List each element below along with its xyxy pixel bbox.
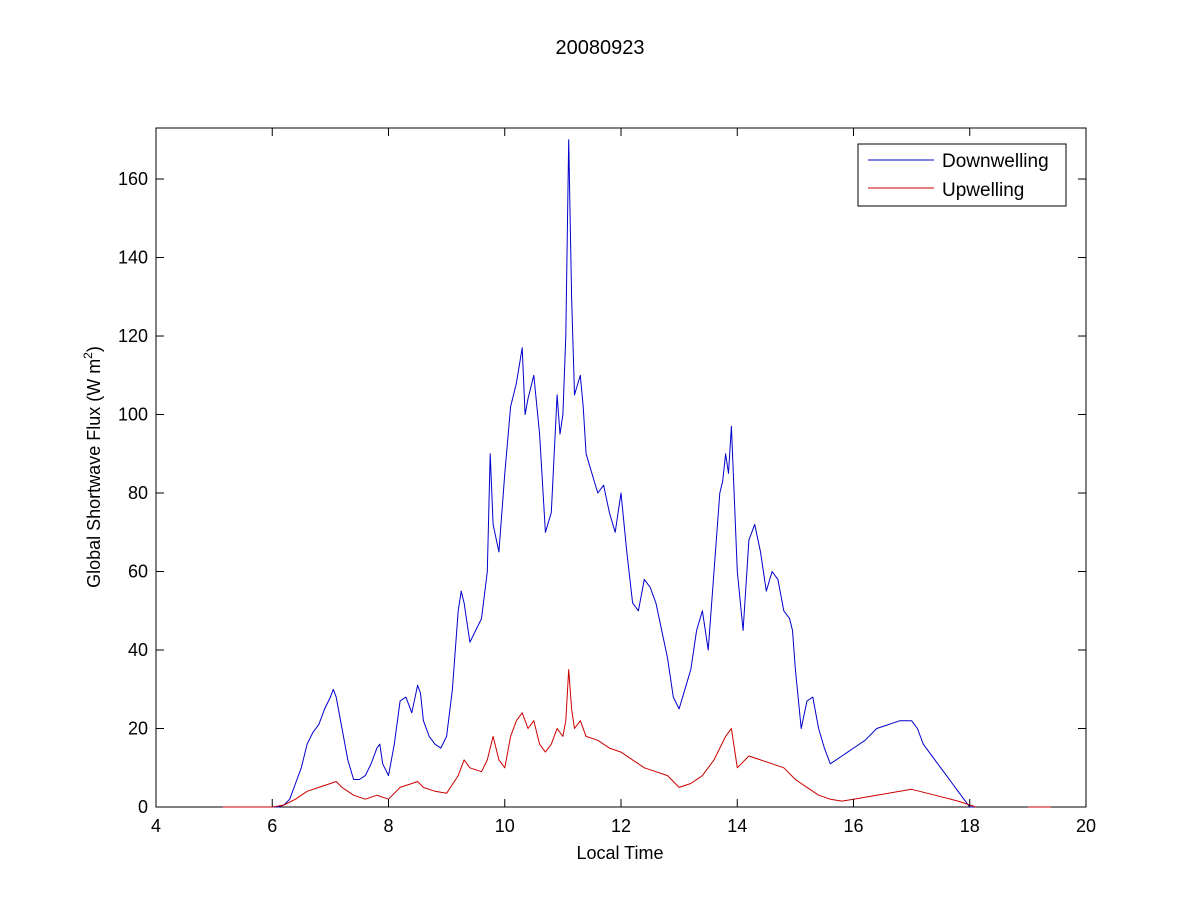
chart-title: 20080923	[556, 37, 645, 59]
series-line-downwelling	[222, 139, 976, 808]
x-tick-label: 14	[727, 816, 747, 836]
y-tick-label: 80	[128, 483, 148, 503]
legend: Downwelling Upwelling	[857, 143, 1067, 207]
y-axis-title-main: Global Shortwave Flux (W m	[84, 359, 104, 588]
y-axis-title-close: )	[84, 346, 104, 352]
series-line-upwelling	[222, 669, 976, 808]
x-tick-label: 16	[843, 816, 863, 836]
x-axis-title: Local Time	[576, 843, 663, 863]
legend-box	[857, 143, 1067, 207]
x-tick-label: 8	[383, 816, 393, 836]
y-tick-label: 160	[118, 169, 148, 189]
legend-label-upwelling: Upwelling	[942, 180, 1024, 201]
y-axis-title: Global Shortwave Flux (W m2)	[81, 346, 104, 588]
series-layer	[222, 139, 1052, 808]
y-tick-label: 100	[118, 405, 148, 425]
y-tick-label: 140	[118, 248, 148, 268]
y-tick-label: 20	[128, 719, 148, 739]
y-axis-title-sup: 2	[81, 352, 95, 359]
ticks-layer: 4 6 8 10 12 14 16 18 20 0 20 40 60 80 100 120 140 160	[118, 128, 1096, 836]
y-tick-label: 60	[128, 562, 148, 582]
y-tick-label: 120	[118, 326, 148, 346]
x-tick-label: 6	[267, 816, 277, 836]
x-tick-label: 20	[1076, 816, 1096, 836]
plot-area	[155, 127, 1087, 808]
x-tick-label: 12	[611, 816, 631, 836]
x-tick-label: 18	[960, 816, 980, 836]
y-tick-label: 0	[138, 797, 148, 817]
x-tick-label: 4	[151, 816, 161, 836]
x-tick-label: 10	[495, 816, 515, 836]
y-tick-label: 40	[128, 640, 148, 660]
legend-label-downwelling: Downwelling	[942, 151, 1049, 172]
